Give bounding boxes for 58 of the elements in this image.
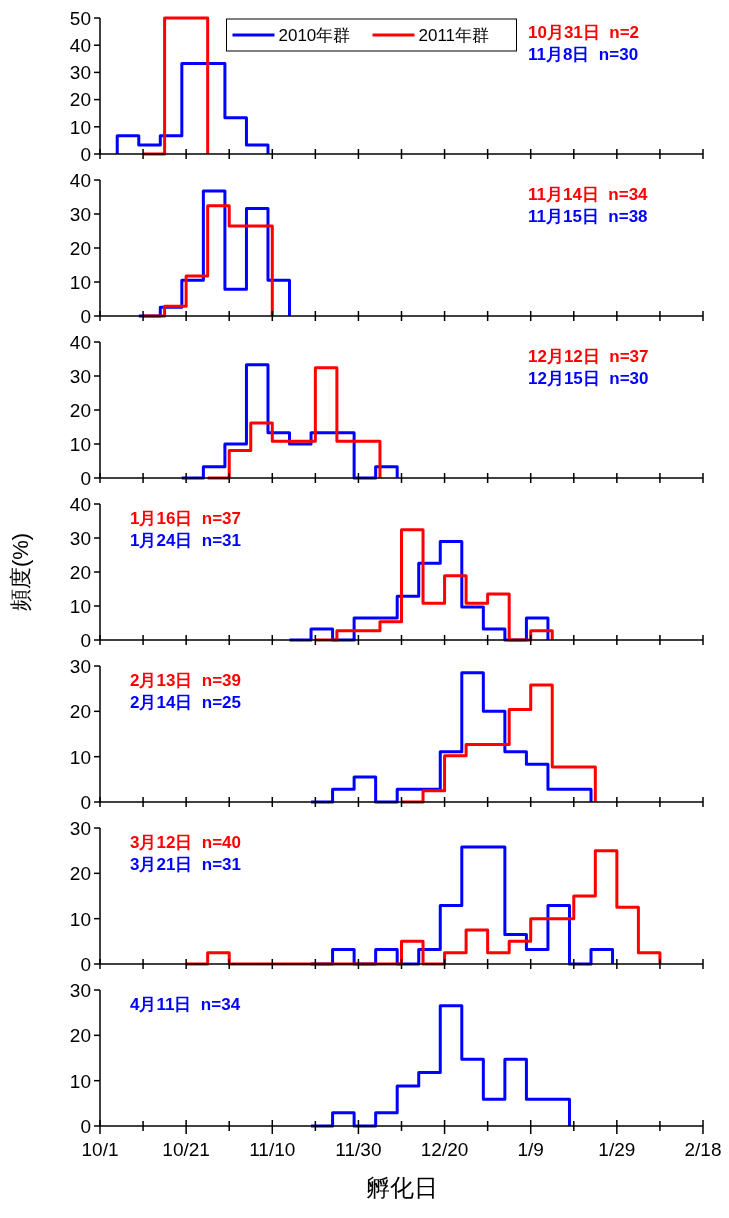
legend-label: 2011年群	[418, 26, 490, 46]
y-tick-label: 50	[69, 7, 91, 29]
legend-label: 2010年群	[278, 26, 351, 46]
x-tick-label: 2/18	[684, 1139, 722, 1160]
y-tick-label: 30	[69, 655, 91, 677]
y-tick-label: 30	[69, 817, 91, 839]
annotation: 12月12日 n=37	[528, 347, 649, 366]
annotation: 1月24日 n=31	[130, 531, 242, 550]
annotation: 3月12日 n=40	[130, 833, 242, 852]
y-tick-label: 10	[69, 746, 91, 768]
y-tick-label: 20	[69, 561, 91, 583]
x-tick-label: 12/20	[420, 1139, 469, 1160]
y-tick-label: 10	[69, 595, 91, 617]
y-axis-title: 頻度(%)	[8, 532, 33, 612]
x-tick-label: 10/21	[162, 1139, 210, 1160]
y-tick-label: 20	[69, 237, 91, 259]
x-axis-title: 孵化日	[365, 1174, 438, 1201]
annotation: 11月15日 n=38	[528, 207, 648, 226]
annotation: 12月15日 n=30	[528, 369, 649, 388]
y-tick-label: 0	[80, 305, 91, 327]
x-tick-label: 1/9	[517, 1139, 544, 1160]
annotation: 2月13日 n=39	[130, 671, 242, 690]
y-tick-label: 0	[80, 467, 91, 489]
y-tick-label: 40	[69, 169, 91, 191]
x-tick-label: 10/1	[81, 1139, 119, 1160]
y-tick-label: 20	[69, 863, 91, 885]
annotation: 1月16日 n=37	[130, 509, 242, 528]
x-tick-label: 1/29	[598, 1139, 636, 1160]
y-tick-label: 20	[69, 701, 91, 723]
annotation: 3月21日 n=31	[130, 855, 242, 874]
y-tick-label: 10	[69, 433, 91, 455]
y-tick-label: 30	[69, 203, 91, 225]
y-tick-label: 20	[69, 399, 91, 421]
annotation: 11月14日 n=34	[528, 185, 649, 204]
y-tick-label: 0	[80, 1115, 91, 1137]
y-tick-label: 30	[69, 62, 91, 84]
annotation: 4月11日 n=34	[130, 995, 241, 1014]
y-tick-label: 30	[69, 365, 91, 387]
x-tick-label: 11/30	[335, 1139, 382, 1160]
y-tick-label: 10	[69, 271, 91, 293]
y-tick-label: 20	[69, 89, 91, 111]
annotation: 10月31日 n=2	[528, 23, 640, 42]
annotation: 11月8日 n=30	[528, 45, 639, 64]
y-tick-label: 0	[80, 791, 91, 813]
y-tick-label: 30	[69, 979, 91, 1001]
y-tick-label: 30	[69, 527, 91, 549]
y-tick-label: 40	[69, 35, 91, 57]
y-tick-label: 0	[80, 143, 91, 165]
x-tick-label: 11/10	[249, 1139, 296, 1160]
y-tick-label: 40	[69, 331, 91, 353]
annotation: 2月14日 n=25	[130, 693, 242, 712]
y-tick-label: 40	[69, 493, 91, 515]
y-tick-label: 20	[69, 1025, 91, 1047]
y-tick-label: 10	[69, 908, 91, 930]
y-tick-label: 10	[69, 1070, 91, 1092]
y-tick-label: 0	[80, 953, 91, 975]
y-tick-label: 0	[80, 629, 91, 651]
y-tick-label: 10	[69, 116, 91, 138]
